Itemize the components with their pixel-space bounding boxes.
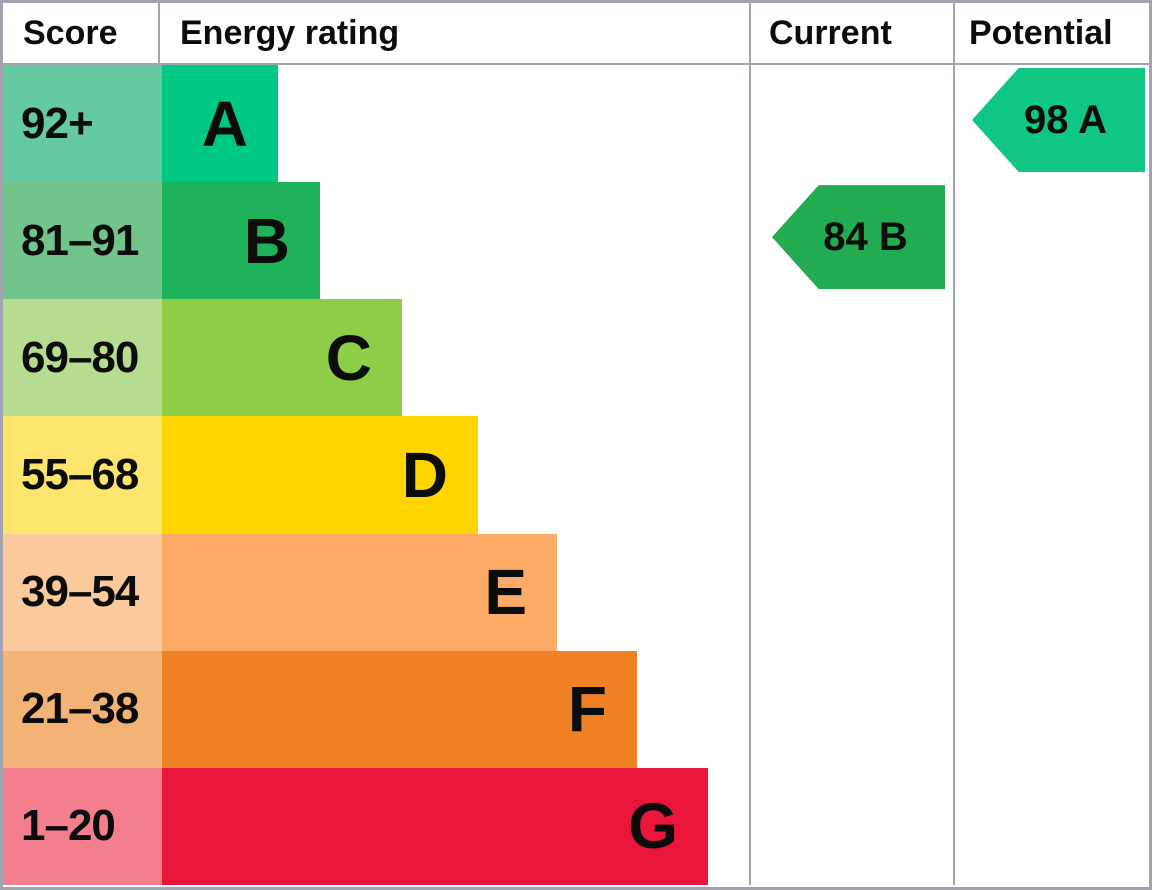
band-row-b: 81–91 B <box>3 182 749 300</box>
column-header-potential: Potential <box>953 3 1149 63</box>
rating-bar-a: A <box>162 65 278 183</box>
band-row-f: 21–38 F <box>3 650 749 768</box>
potential-rating-label: 98 A <box>1023 98 1107 142</box>
band-row-d: 55–68 D <box>3 416 749 534</box>
score-cell-b: 81–91 <box>3 182 162 300</box>
rating-bands: 92+ A 81–91 B 69–80 C 55–68 D 39–54 E 21… <box>3 65 749 885</box>
current-rating-label: 84 B <box>823 215 908 260</box>
header-row: Score Energy rating Current Potential <box>3 3 1149 65</box>
rating-bar-f: F <box>162 650 637 768</box>
band-row-c: 69–80 C <box>3 299 749 417</box>
score-cell-e: 39–54 <box>3 533 162 651</box>
band-row-a: 92+ A <box>3 65 749 183</box>
band-row-e: 39–54 E <box>3 533 749 651</box>
chart-body: 92+ A 81–91 B 69–80 C 55–68 D 39–54 E 21… <box>3 65 1149 885</box>
potential-column: 98 A <box>953 65 1149 885</box>
column-header-energy-rating: Energy rating <box>180 14 400 52</box>
rating-bar-d: D <box>162 416 478 534</box>
current-column: 84 B <box>749 65 953 885</box>
rating-bar-g: G <box>162 767 708 885</box>
score-cell-g: 1–20 <box>3 767 162 885</box>
score-cell-f: 21–38 <box>3 650 162 768</box>
rating-bar-c: C <box>162 299 402 417</box>
potential-rating-arrow: 98 A <box>972 68 1145 172</box>
score-cell-c: 69–80 <box>3 299 162 417</box>
score-cell-a: 92+ <box>3 65 162 183</box>
score-cell-d: 55–68 <box>3 416 162 534</box>
column-header-score: Score <box>3 3 160 63</box>
column-header-current: Current <box>749 3 953 63</box>
rating-bar-b: B <box>162 182 320 300</box>
current-rating-arrow: 84 B <box>772 185 945 290</box>
rating-bar-e: E <box>162 533 557 651</box>
band-row-g: 1–20 G <box>3 767 749 885</box>
